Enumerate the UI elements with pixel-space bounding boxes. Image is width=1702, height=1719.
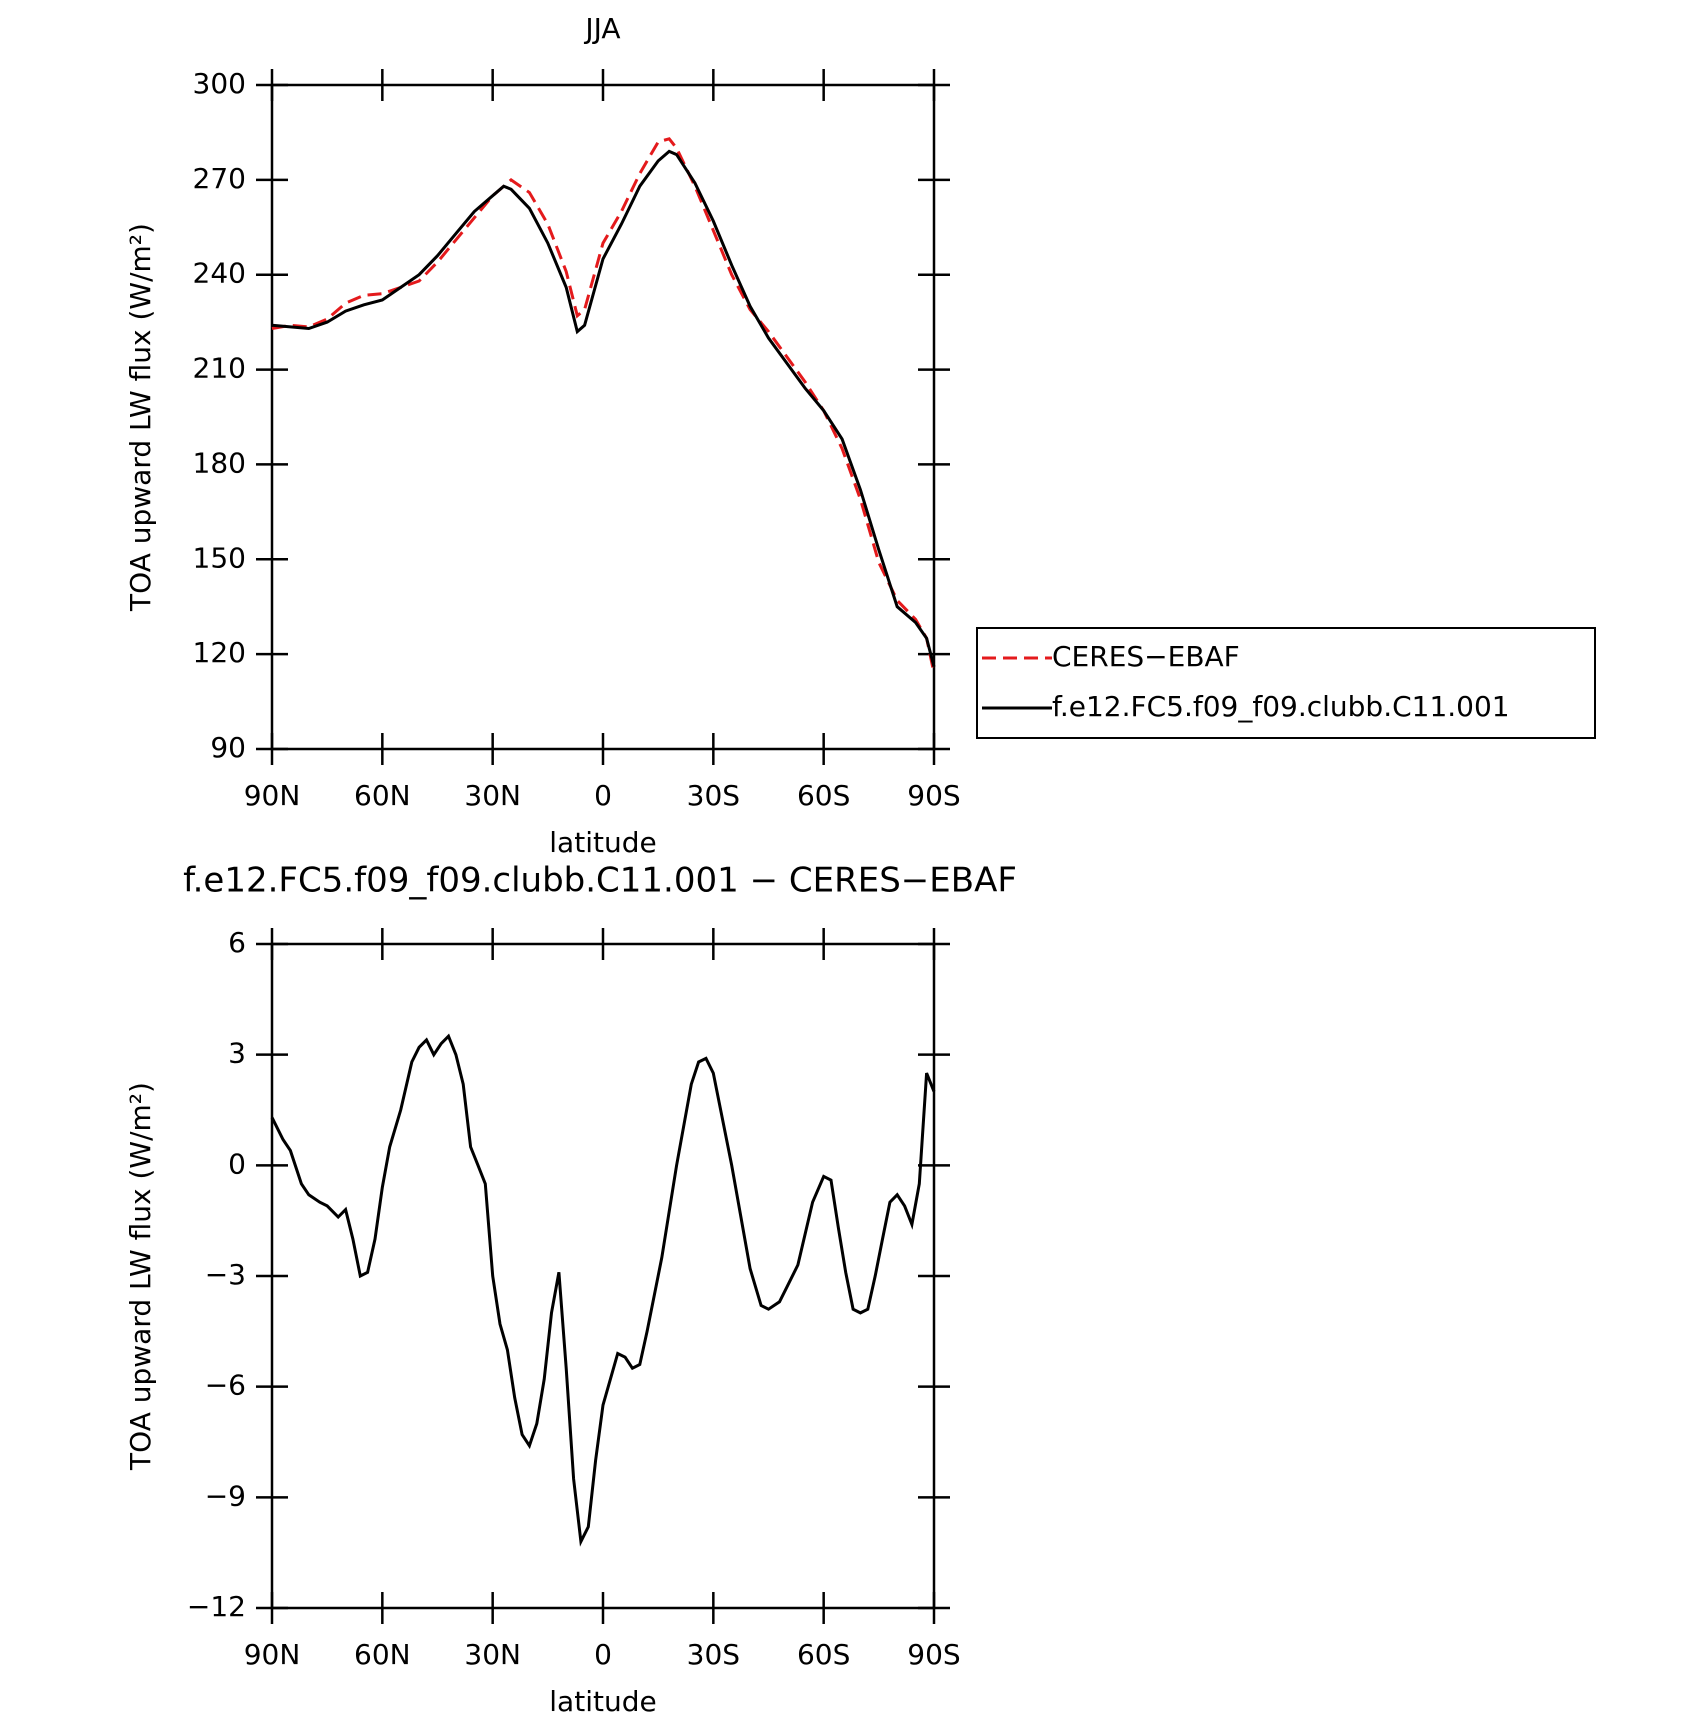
x-tick-label: 90S xyxy=(907,779,960,812)
y-tick-label: 120 xyxy=(193,636,246,669)
chart-title: JJA xyxy=(583,12,620,45)
series-line xyxy=(271,149,936,668)
x-tick-label: 30N xyxy=(464,1638,521,1671)
y-tick-label: −3 xyxy=(205,1258,246,1291)
x-tick-label: 0 xyxy=(594,779,612,812)
y-tick-label: 270 xyxy=(193,162,246,195)
x-tick-label: 30S xyxy=(687,779,740,812)
y-tick-label: 300 xyxy=(193,67,246,100)
y-tick-label: −9 xyxy=(205,1479,246,1512)
legend-label: f.e12.FC5.f09_f09.clubb.C11.001 xyxy=(1052,690,1510,723)
plot-frame xyxy=(270,83,936,751)
x-tick-label: 0 xyxy=(594,1638,612,1671)
y-tick-label: 150 xyxy=(193,541,246,574)
x-tick-label: 30N xyxy=(464,779,521,812)
y-tick-label: 90 xyxy=(210,731,246,764)
y-tick-label: 180 xyxy=(193,446,246,479)
plot-frame xyxy=(270,942,936,1610)
y-tick-label: 240 xyxy=(193,257,246,290)
x-tick-label: 60N xyxy=(354,779,411,812)
x-tick-label: 90N xyxy=(244,779,301,812)
y-tick-label: 210 xyxy=(193,352,246,385)
x-tick-label: 90N xyxy=(244,1638,301,1671)
series-line xyxy=(270,1033,936,1547)
x-tick-label: 60N xyxy=(354,1638,411,1671)
x-tick-label: 60S xyxy=(797,1638,850,1671)
y-tick-label: −6 xyxy=(205,1369,246,1402)
legend-label: CERES−EBAF xyxy=(1052,640,1240,673)
chart-title: f.e12.FC5.f09_f09.clubb.C11.001 − CERES−… xyxy=(183,861,1017,901)
plot: f.e12.FC5.f09_f09.clubb.C11.001 − CERES−… xyxy=(124,861,1017,1719)
x-tick-label: 90S xyxy=(907,1638,960,1671)
legend: CERES−EBAF f.e12.FC5.f09_f09.clubb.C11.00… xyxy=(976,627,1596,739)
x-tick-label: 30S xyxy=(687,1638,740,1671)
x-tick-label: 60S xyxy=(797,779,850,812)
plot: JJA 90N 60N 30N 0 30S 60S 90S 90 120 150 180 210 240 2… xyxy=(124,12,961,859)
x-axis-label: latitude xyxy=(549,1685,656,1718)
y-axis-label: TOA upward LW flux (W/m²) xyxy=(124,1082,157,1471)
series-line xyxy=(271,137,936,674)
y-tick-label: −12 xyxy=(187,1590,246,1623)
x-axis-label: latitude xyxy=(549,826,656,859)
y-axis-label: TOA upward LW flux (W/m²) xyxy=(124,223,157,612)
legend-box xyxy=(976,627,1596,739)
y-tick-label: 0 xyxy=(228,1147,246,1180)
y-tick-label: 3 xyxy=(228,1037,246,1070)
y-tick-label: 6 xyxy=(228,926,246,959)
